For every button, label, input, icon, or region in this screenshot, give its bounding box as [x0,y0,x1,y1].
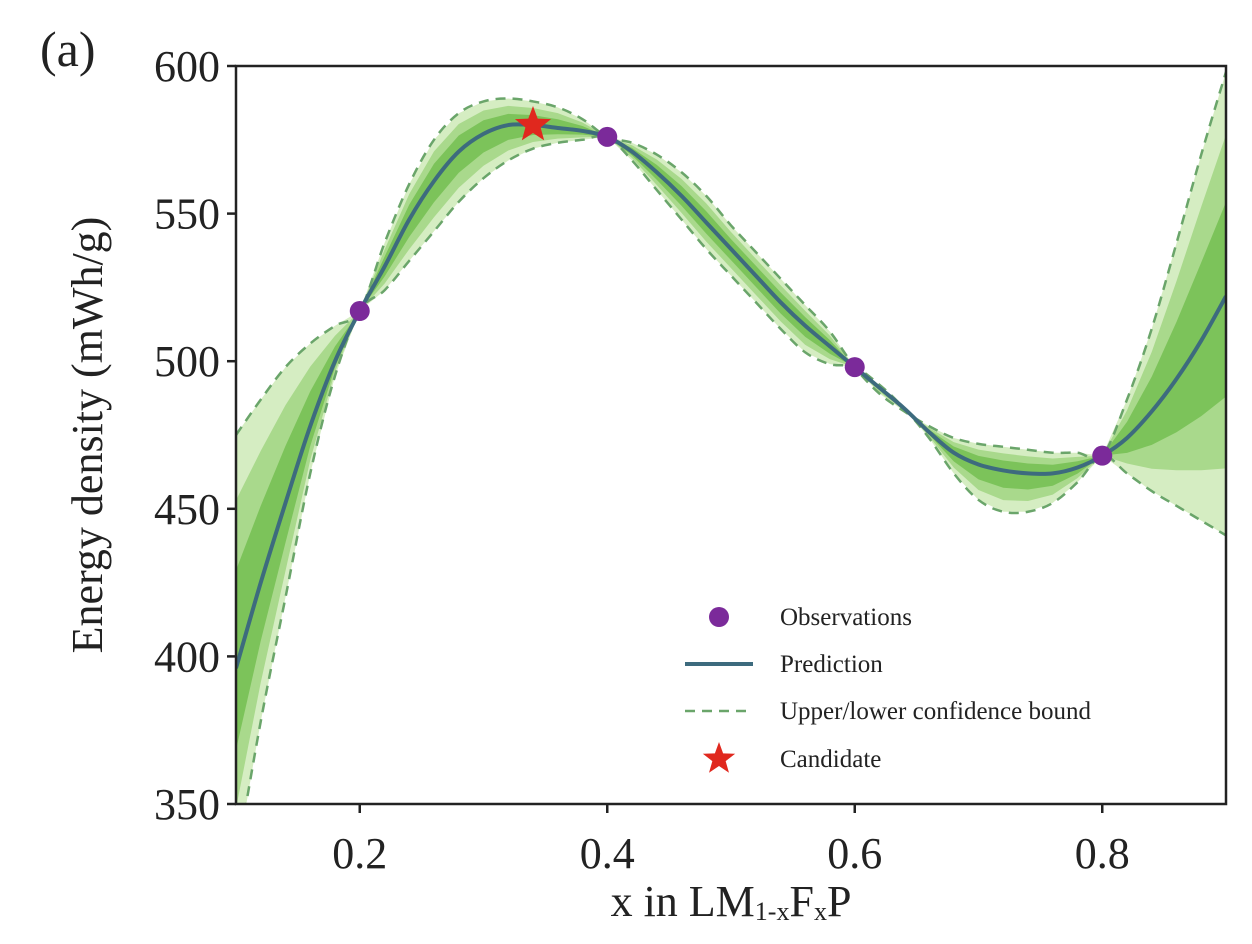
legend-candidate-swatch [702,742,736,773]
y-axis-label: Energy density (mWh/g) [63,217,112,654]
plot-frame [234,64,1228,806]
y-tick-label: 600 [154,42,220,91]
y-tick-label: 350 [154,780,220,829]
confidence-bands [236,71,1226,804]
prediction-line [236,122,1226,669]
prediction-series [236,122,1226,669]
legend-label-observations: Observations [780,604,912,631]
x-tick-label: 0.8 [1075,829,1130,878]
legend-observations-swatch [709,607,729,627]
confidence-bound-lines [236,71,1226,804]
legend-label-bound: Upper/lower confidence bound [780,698,1091,725]
upper-confidence-bound-line [236,71,1226,461]
observation-points [349,126,1113,466]
panel-label: (a) [40,21,96,77]
y-axis-ticks: 350 400 450 500 550 600 [154,42,236,829]
y-tick-label: 550 [154,190,220,239]
legend-label-candidate: Candidate [780,746,881,773]
y-tick-label: 500 [154,337,220,386]
observation-point [349,301,370,322]
lower-confidence-bound-line [244,134,1226,804]
candidate-marker [514,106,552,141]
legend: Observations Prediction Upper/lower confid… [685,604,1091,773]
x-tick-label: 0.4 [580,829,635,878]
y-tick-label: 400 [154,632,220,681]
observation-point [844,357,865,378]
legend-label-prediction: Prediction [780,651,883,678]
x-axis-ticks: 0.2 0.4 0.6 0.8 [332,804,1130,878]
x-tick-label: 0.6 [827,829,882,878]
candidate-star [514,106,552,141]
observation-point [1092,445,1113,466]
confidence-band-inner [236,113,1226,751]
x-tick-label: 0.2 [332,829,387,878]
x-axis-label: x in LM1-xFxP [611,877,852,926]
y-tick-label: 450 [154,485,220,534]
observation-point [597,126,618,147]
